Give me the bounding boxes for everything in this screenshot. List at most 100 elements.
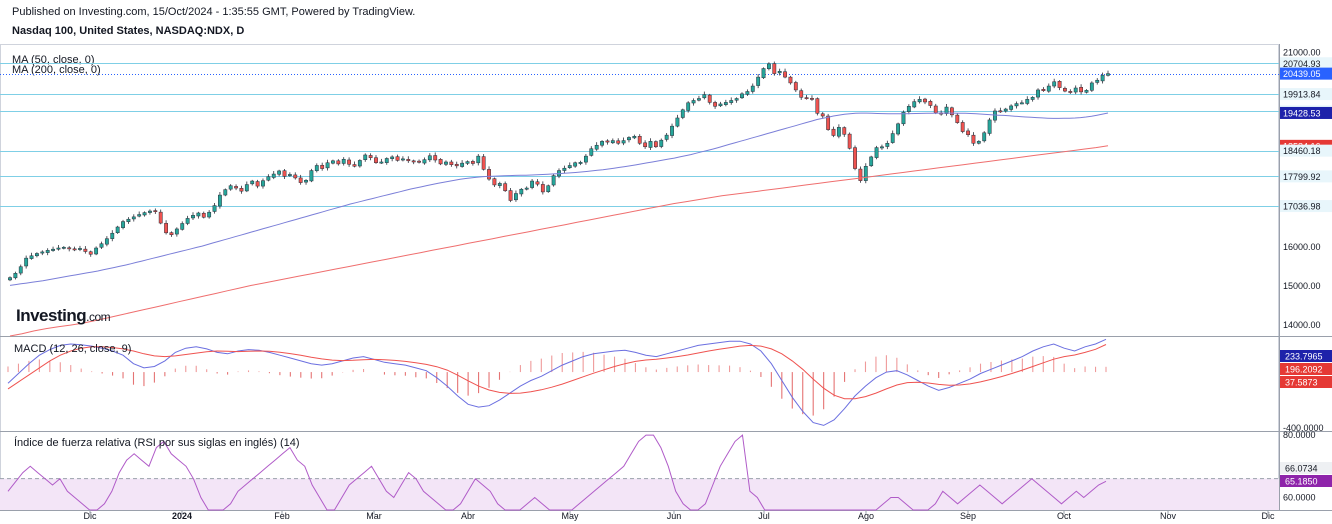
macd-tag-bg-1	[1280, 363, 1332, 375]
price-tick-label-5: 19428.53	[1283, 108, 1321, 118]
time-label-2: Feb	[274, 511, 290, 521]
candle-body-41	[228, 185, 233, 190]
candle-body-200	[1084, 90, 1089, 93]
candle-body-127	[691, 100, 696, 104]
candle-body-166	[901, 111, 906, 125]
candle-body-11	[67, 247, 72, 250]
time-label-9: Sep	[960, 511, 976, 521]
candle-body-170	[923, 98, 927, 103]
rsi-tick-label-1: 60.0000	[1283, 493, 1316, 503]
candle-body-142	[772, 63, 777, 74]
candle-body-162	[880, 146, 884, 149]
macd-value-label-1: 196.2092	[1285, 365, 1323, 375]
candle-body-141	[767, 63, 771, 70]
macd-line	[7, 338, 1107, 426]
candle-body-204	[1106, 73, 1110, 76]
candle-body-130	[707, 94, 712, 103]
candle-body-176	[955, 114, 960, 123]
candle-body-10	[61, 246, 66, 249]
candle-body-190	[1030, 97, 1035, 100]
candle-body-103	[562, 167, 567, 171]
candle-body-125	[680, 109, 685, 118]
candle-body-131	[713, 102, 717, 107]
time-label-5: May	[561, 511, 579, 521]
candle-body-73	[401, 158, 405, 161]
symbol-title: Nasdaq 100, United States, NASDAQ:NDX, D	[12, 25, 245, 37]
candle-body-39	[218, 194, 222, 207]
candle-body-57	[314, 165, 319, 172]
candle-body-161	[874, 147, 879, 158]
candle-body-45	[250, 180, 255, 185]
macd-value-label-2: 37.5873	[1285, 378, 1318, 388]
candle-body-116	[632, 136, 637, 139]
candle-body-81	[444, 161, 448, 165]
candle-body-146	[793, 82, 798, 91]
price-tag-bg-5	[1280, 106, 1332, 119]
candle-body-188	[1019, 102, 1024, 105]
candle-body-164	[890, 133, 895, 143]
candle-body-119	[648, 141, 653, 148]
candle-body-196	[1063, 88, 1067, 92]
candle-body-178	[966, 130, 970, 135]
candle-body-56	[309, 170, 314, 182]
candle-body-38	[212, 205, 217, 212]
candle-body-54	[298, 177, 303, 183]
candle-body-115	[627, 137, 631, 141]
candle-body-51	[282, 170, 287, 177]
candle-body-184	[998, 110, 1003, 113]
time-label-12: Dic	[1262, 511, 1275, 521]
candle-body-104	[567, 165, 572, 168]
candle-body-78	[427, 155, 432, 161]
candle-body-140	[761, 68, 766, 79]
candle-body-85	[465, 161, 470, 164]
rsi-band	[0, 478, 1279, 510]
candle-body-74	[406, 159, 411, 162]
candle-body-48	[266, 176, 271, 181]
candle-body-129	[702, 94, 707, 99]
candle-body-108	[589, 148, 594, 156]
price-tick-label-9: 17036.98	[1283, 202, 1321, 212]
candle-body-37	[207, 211, 212, 218]
candle-body-148	[804, 97, 809, 100]
macd-signal-line	[7, 344, 1107, 400]
candle-body-101	[551, 175, 556, 186]
candle-body-177	[960, 122, 965, 132]
candle-body-198	[1073, 87, 1078, 93]
candle-body-192	[1041, 88, 1046, 91]
rsi-line	[7, 434, 1107, 511]
candle-body-31	[174, 228, 179, 235]
candle-body-168	[912, 101, 917, 108]
candle-body-113	[616, 140, 621, 144]
candle-body-197	[1068, 91, 1073, 93]
candle-body-14	[83, 248, 88, 252]
candle-body-47	[261, 180, 265, 187]
candle-body-68	[374, 157, 378, 163]
candle-body-95	[519, 188, 524, 195]
ma200-line	[9, 145, 1109, 337]
candle-body-49	[271, 173, 276, 178]
candle-body-147	[799, 90, 804, 98]
macd-tag-bg-0	[1280, 350, 1332, 362]
candle-body-145	[788, 76, 793, 84]
candle-body-139	[756, 76, 761, 86]
candle-body-154	[836, 127, 841, 137]
candle-body-20	[115, 226, 120, 233]
macd-tick-label: -400.0000	[1283, 423, 1324, 433]
candle-body-123	[670, 125, 674, 136]
candle-body-134	[729, 100, 734, 103]
time-label-10: Oct	[1057, 511, 1072, 521]
ma50-line	[9, 112, 1109, 286]
candle-body-128	[697, 98, 701, 101]
candle-body-109	[594, 144, 599, 150]
candle-body-117	[637, 136, 642, 144]
price-tag-bg-2	[1280, 67, 1332, 80]
candle-body-50	[277, 170, 282, 175]
candle-body-169	[917, 99, 922, 103]
candle-body-15	[88, 251, 93, 255]
candle-body-193	[1046, 85, 1051, 92]
candle-body-155	[842, 127, 847, 135]
candle-body-84	[460, 162, 465, 167]
price-tag-bg-9	[1280, 200, 1332, 213]
candle-body-22	[126, 218, 131, 223]
